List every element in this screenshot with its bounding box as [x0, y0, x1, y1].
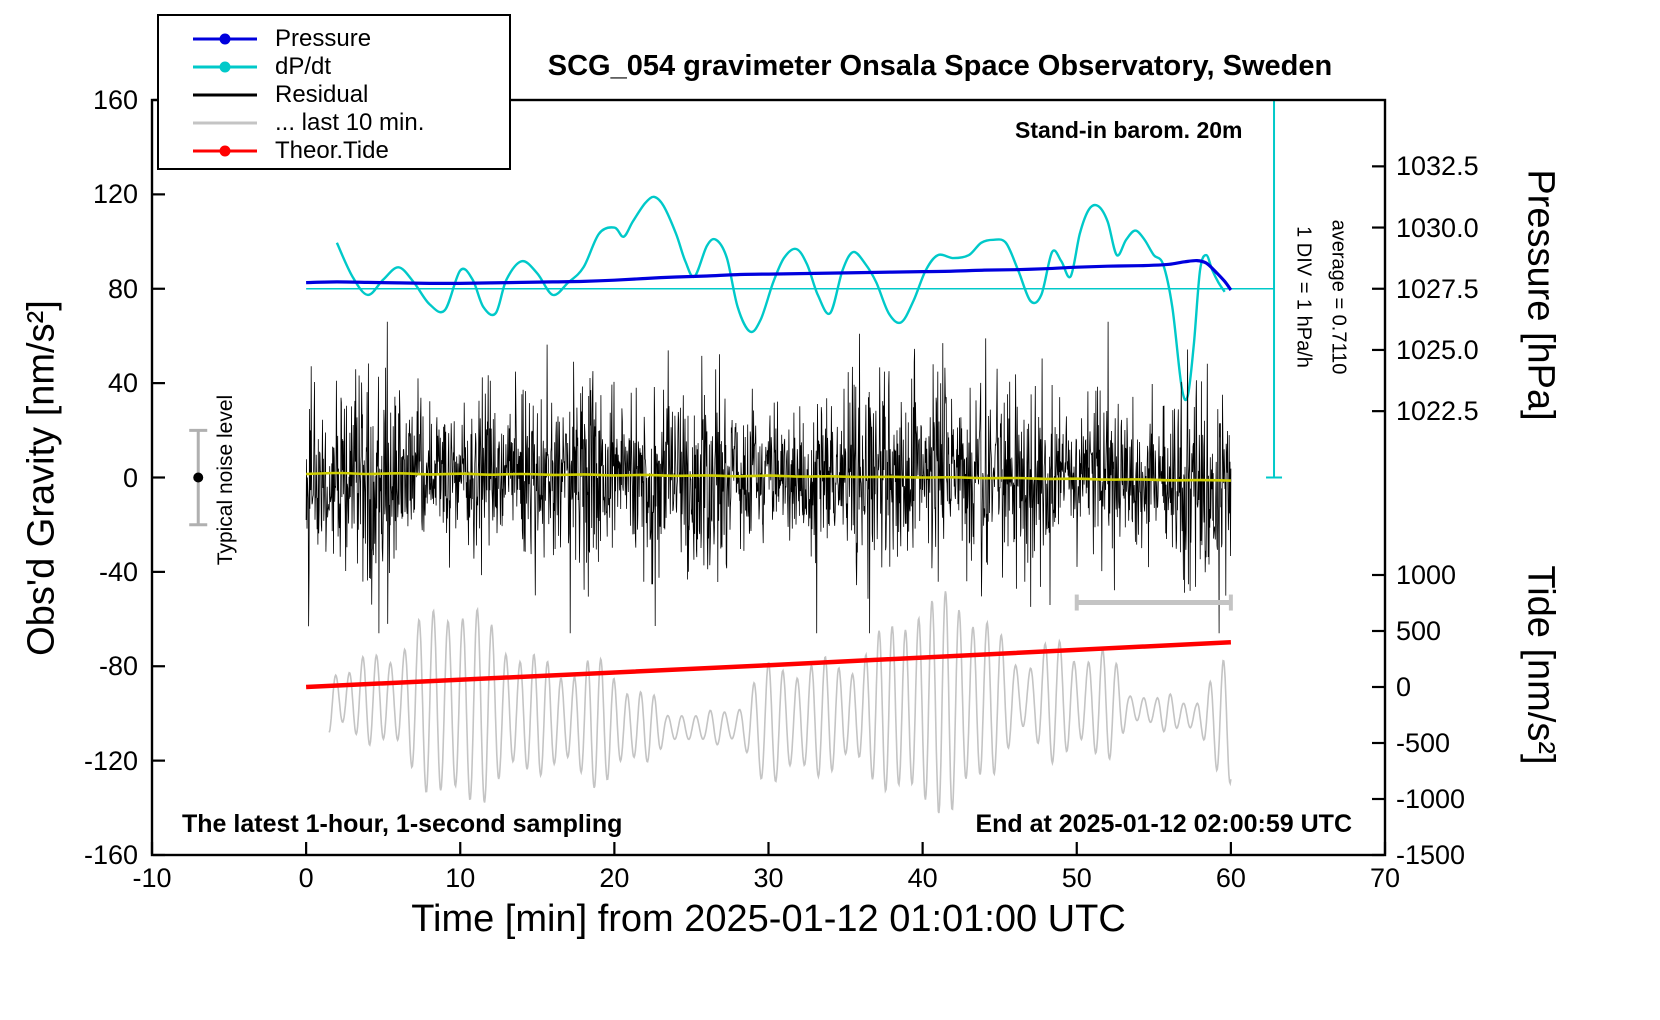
- sampling-note: The latest 1-hour, 1-second sampling: [182, 810, 623, 838]
- tide-axis-title: Tide [nm/s²]: [1519, 565, 1562, 765]
- pressure-tick-label: 1032.5: [1396, 151, 1479, 182]
- x-axis-title: Time [min] from 2025-01-12 01:01:00 UTC: [411, 898, 1126, 940]
- plot-frame: [150, 98, 1387, 857]
- dpdt-series: [335, 195, 1226, 402]
- pressure-series: [306, 258, 1233, 291]
- gravity-tick-label: -120: [83, 745, 138, 776]
- residual-line-swatch: [193, 87, 257, 103]
- x-tick-label: 70: [1369, 863, 1401, 893]
- pressure-axis-title: Pressure [hPa]: [1519, 169, 1562, 421]
- x-tick-label: 10: [445, 863, 476, 893]
- gravity-tick-label: -40: [98, 556, 138, 587]
- x-tick-label: 0: [298, 863, 314, 893]
- legend-label: ... last 10 min.: [275, 109, 425, 136]
- theortide-line-swatch: [193, 143, 257, 159]
- x-tick-label: 60: [1215, 863, 1246, 893]
- standin-barometer-note: Stand-in barom. 20m: [1015, 117, 1243, 143]
- residual-smoothed-series: [306, 471, 1231, 482]
- tide-tick-label: -1500: [1396, 840, 1466, 870]
- legend-label: Theor.Tide: [275, 137, 389, 164]
- x-tick-label: -10: [132, 863, 172, 893]
- legend-label: Pressure: [275, 25, 372, 52]
- tide-tick-label: -500: [1396, 728, 1451, 758]
- pressure-tick-label: 1025.0: [1396, 334, 1479, 365]
- x-tick-label: 40: [907, 863, 938, 893]
- pressure-line-swatch: [193, 31, 257, 47]
- tide-tick-label: 500: [1396, 616, 1442, 646]
- gravity-tick-label: 160: [92, 85, 138, 115]
- legend-item-theortide: Theor.Tide: [159, 137, 509, 165]
- gravity-tick-label: 80: [107, 273, 138, 304]
- average-label: average = 0.7110: [1327, 219, 1350, 375]
- gravity-tick-label: 0: [122, 462, 138, 493]
- gravity-tick-label: 120: [92, 179, 138, 210]
- end-time-note: End at 2025-01-12 02:00:59 UTC: [975, 810, 1352, 838]
- pressure-tick-label: 1022.5: [1396, 396, 1479, 427]
- legend: Pressure dP/dt Residual ... last 10 min.…: [157, 14, 511, 170]
- series-layer: [189, 100, 1283, 814]
- gravity-tick-label: -160: [83, 840, 138, 870]
- pressure-tick-label: 1027.5: [1396, 273, 1479, 304]
- residual-series: [305, 321, 1232, 634]
- pressure-tick-label: 1030.0: [1396, 212, 1479, 243]
- dpdt-line-swatch: [193, 59, 257, 75]
- gravity-tick-label: 40: [107, 368, 138, 399]
- legend-item-pressure: Pressure: [159, 25, 509, 53]
- legend-label: dP/dt: [275, 53, 332, 80]
- last10-series: [328, 591, 1232, 814]
- x-tick-label: 20: [599, 863, 630, 893]
- theor-tide-series: [305, 639, 1232, 690]
- legend-item-last10: ... last 10 min.: [159, 109, 509, 137]
- legend-item-residual: Residual: [159, 81, 509, 109]
- gravity-tick-label: -80: [98, 651, 138, 682]
- x-tick-label: 50: [1061, 863, 1092, 893]
- x-tick-label: 30: [753, 863, 784, 893]
- tide-tick-label: -1000: [1396, 784, 1466, 814]
- legend-item-dpdt: dP/dt: [159, 53, 509, 81]
- tide-tick-label: 0: [1396, 672, 1412, 702]
- noise-level-label: Typical noise level: [214, 394, 237, 566]
- chart-title: SCG_054 gravimeter Onsala Space Observat…: [547, 50, 1333, 82]
- div-scale-label: 1 DIV = 1 hPa/h: [1292, 226, 1315, 368]
- noise-dot: [193, 472, 204, 483]
- legend-label: Residual: [275, 81, 369, 108]
- tide-tick-label: 1000: [1396, 560, 1457, 590]
- last10-line-swatch: [193, 115, 257, 131]
